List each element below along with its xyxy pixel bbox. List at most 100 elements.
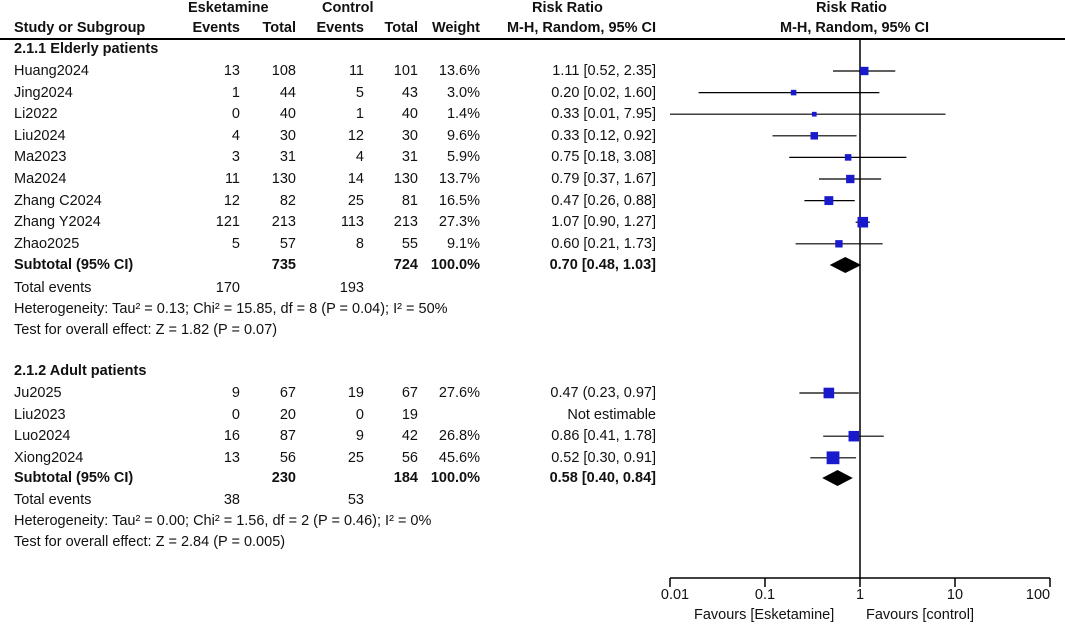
total-events-ctl: 193 — [339, 280, 364, 296]
study-e-events: 4 — [231, 127, 240, 144]
x-tick-label: 0.1 — [754, 587, 776, 603]
subgroup-title-adult: 2.1.2 Adult patients — [14, 363, 147, 379]
x-tick-label: 0.01 — [660, 587, 690, 603]
point-estimate-marker — [844, 154, 852, 161]
study-e-total: 44 — [279, 84, 296, 101]
point-estimate-marker — [790, 89, 797, 96]
col-header-ctl-events: Events — [316, 20, 364, 36]
study-ci-text: 0.20 [0.02, 1.60] — [551, 84, 656, 101]
study-e-total: 67 — [279, 385, 296, 401]
study-study: Huang2024 — [14, 63, 89, 79]
study-c-total: 43 — [401, 84, 418, 101]
col-header-esk-events: Events — [192, 20, 240, 36]
study-weight: 13.7% — [438, 171, 480, 187]
study-weight: 13.6% — [438, 63, 480, 79]
study-e-events: 11 — [224, 171, 240, 187]
total-events-ctl: 53 — [347, 492, 364, 508]
study-c-events: 9 — [355, 428, 364, 445]
plot-header-method: M-H, Random, 95% CI — [780, 20, 930, 36]
subtotal-diamond — [829, 257, 862, 273]
study-weight: 1.4% — [446, 106, 480, 123]
study-c-events: 8 — [355, 235, 364, 252]
study-ci-text: 0.52 [0.30, 0.91] — [551, 449, 656, 466]
study-ci-text: 1.07 [0.90, 1.27] — [551, 214, 656, 231]
study-c-events: 0 — [355, 406, 364, 423]
subtotal-ci-text: 0.70 [0.48, 1.03] — [549, 257, 656, 273]
study-e-total: 130 — [271, 171, 296, 187]
group-header-esketamine: Esketamine — [188, 0, 269, 16]
col-header-esk-total: Total — [262, 20, 296, 36]
study-ci-text: 0.60 [0.21, 1.73] — [551, 235, 656, 252]
study-c-events: 25 — [347, 449, 364, 466]
study-c-events: 14 — [347, 171, 364, 187]
study-e-events: 9 — [231, 385, 240, 401]
study-c-total: 130 — [393, 171, 418, 187]
col-header-rr-method: M-H, Random, 95% CI — [506, 20, 656, 36]
point-estimate-marker — [823, 387, 835, 399]
study-e-total: 108 — [271, 63, 296, 79]
subtotal-ci-text: 0.58 [0.40, 0.84] — [549, 470, 656, 486]
study-weight: 16.5% — [438, 192, 480, 209]
subtotal-diamond — [822, 470, 853, 486]
study-weight: 27.3% — [438, 214, 480, 231]
study-e-events: 0 — [231, 106, 240, 123]
study-weight: 45.6% — [438, 449, 480, 466]
study-weight: 27.6% — [438, 385, 480, 401]
rr-header-top: Risk Ratio — [532, 0, 603, 16]
study-c-total: 19 — [401, 406, 418, 423]
study-e-total: 87 — [279, 428, 296, 445]
favours-esketamine-label: Favours [Esketamine] — [694, 607, 835, 623]
study-c-events: 11 — [348, 63, 364, 79]
study-c-events: 4 — [355, 149, 364, 166]
study-study: Jing2024 — [14, 84, 73, 101]
study-e-events: 16 — [223, 428, 240, 445]
study-study: Zhang Y2024 — [14, 214, 101, 231]
study-weight: 9.6% — [446, 127, 480, 144]
study-c-events: 113 — [340, 214, 364, 231]
study-c-total: 56 — [401, 449, 418, 466]
study-e-total: 20 — [279, 406, 296, 423]
study-study: Xiong2024 — [14, 449, 84, 466]
study-e-events: 5 — [231, 235, 240, 252]
x-tick-label: 100 — [1025, 587, 1051, 603]
study-weight: 9.1% — [446, 235, 480, 252]
study-c-total: 67 — [401, 385, 418, 401]
x-tick-label: 1 — [855, 587, 865, 603]
study-ci-text: Not estimable — [567, 406, 656, 423]
study-c-total: 101 — [393, 63, 418, 79]
subtotal-esk-total: 735 — [271, 257, 296, 273]
study-e-total: 213 — [271, 214, 296, 231]
plot-header-top: Risk Ratio — [816, 0, 887, 16]
study-ci-text: 0.47 [0.26, 0.88] — [551, 192, 656, 209]
point-estimate-marker — [848, 430, 860, 442]
study-c-events: 19 — [347, 385, 364, 401]
point-estimate-marker — [824, 196, 834, 206]
study-c-total: 81 — [401, 192, 418, 209]
study-study: Ma2024 — [14, 171, 67, 187]
study-ci-text: 1.11 [0.52, 2.35] — [552, 63, 656, 79]
study-c-total: 213 — [393, 214, 418, 231]
study-c-total: 55 — [401, 235, 418, 252]
point-estimate-marker — [860, 66, 869, 76]
study-e-total: 40 — [279, 106, 296, 123]
heterogeneity-text: Heterogeneity: Tau² = 0.00; Chi² = 1.56,… — [14, 513, 432, 529]
group-header-control: Control — [322, 0, 374, 16]
subtotal-weight: 100.0% — [430, 257, 480, 273]
total-events-label: Total events — [14, 280, 92, 296]
col-header-study: Study or Subgroup — [14, 20, 146, 36]
study-ci-text: 0.79 [0.37, 1.67] — [551, 171, 656, 187]
subgroup-title-elderly: 2.1.1 Elderly patients — [14, 41, 159, 57]
col-header-ctl-total: Total — [384, 20, 418, 36]
study-c-total: 40 — [401, 106, 418, 123]
subtotal-ctl-total: 184 — [393, 470, 418, 486]
point-estimate-marker — [857, 216, 869, 228]
study-e-events: 3 — [231, 149, 240, 166]
study-study: Luo2024 — [14, 428, 71, 445]
study-e-total: 57 — [279, 235, 296, 252]
study-e-total: 31 — [279, 149, 296, 166]
total-events-label: Total events — [14, 492, 92, 508]
study-ci-text: 0.47 (0.23, 0.97] — [550, 385, 656, 401]
study-ci-text: 0.75 [0.18, 3.08] — [551, 149, 656, 166]
study-e-events: 121 — [215, 214, 240, 231]
